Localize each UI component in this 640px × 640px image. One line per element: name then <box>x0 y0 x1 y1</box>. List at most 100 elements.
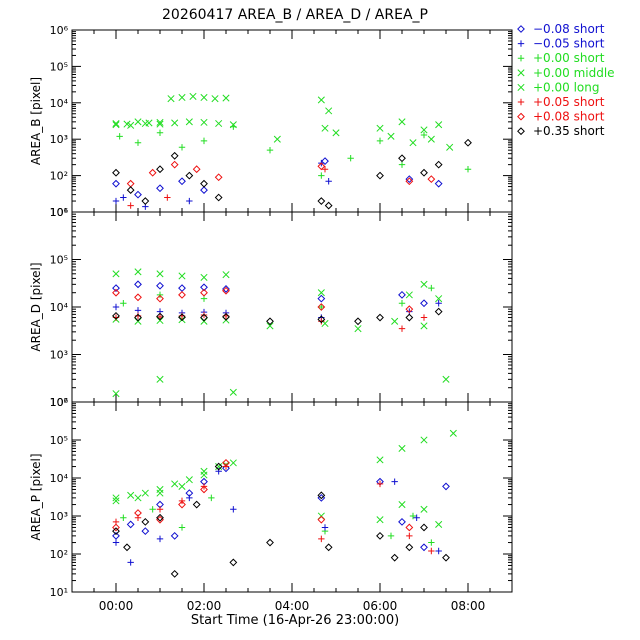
series--0-08-short <box>112 280 428 308</box>
series--0-08-short <box>112 157 443 199</box>
y-tick-label: 10² <box>50 170 68 183</box>
data-point <box>266 322 274 330</box>
series--0-35-short <box>112 462 450 578</box>
data-point <box>398 154 406 163</box>
legend-label: +0.08 short <box>533 110 605 124</box>
data-point <box>156 184 164 193</box>
data-point <box>156 506 164 513</box>
series--0-08-short <box>112 286 414 314</box>
y-axis-label: AREA_P [pixel] <box>29 453 43 540</box>
y-tick-label: 10² <box>50 396 68 409</box>
data-point <box>112 311 120 320</box>
legend-label: +0.00 long <box>533 80 600 94</box>
data-point <box>317 294 326 303</box>
data-point <box>156 270 164 278</box>
data-point <box>192 500 201 509</box>
series--0-00-middle <box>112 429 457 502</box>
data-point <box>442 553 450 562</box>
data-point <box>427 175 436 184</box>
plot-frame <box>71 29 513 213</box>
data-point <box>222 271 230 279</box>
data-point <box>266 538 274 547</box>
data-point <box>442 375 450 383</box>
y-tick-label: 10³ <box>50 133 68 146</box>
data-point <box>435 295 443 303</box>
data-point <box>321 124 329 132</box>
legend-item: +0.00 short <box>517 51 605 65</box>
data-point <box>318 172 325 179</box>
data-point <box>134 139 142 146</box>
data-point <box>222 312 230 321</box>
x-tick-label: 04:00 <box>275 599 310 613</box>
data-point <box>186 494 193 502</box>
data-point <box>156 316 164 325</box>
legend-label: +0.00 middle <box>533 66 615 80</box>
y-axis-label: AREA_D [pixel] <box>29 262 43 351</box>
data-point <box>427 135 435 143</box>
data-point <box>112 121 120 129</box>
data-point <box>134 190 142 199</box>
y-tick-label: 10⁴ <box>50 472 69 485</box>
data-point <box>420 523 428 532</box>
data-point <box>178 482 186 490</box>
data-point <box>434 307 443 316</box>
data-point <box>112 531 120 540</box>
data-point <box>200 467 208 475</box>
data-point <box>391 478 398 485</box>
data-point <box>120 514 127 521</box>
data-point <box>222 464 230 473</box>
data-point <box>178 93 186 102</box>
series--0-00-middle <box>112 268 443 303</box>
data-point <box>167 95 175 103</box>
data-point <box>325 178 332 185</box>
data-point <box>178 284 186 293</box>
data-point <box>178 144 186 151</box>
data-point <box>317 303 326 311</box>
data-point <box>347 155 354 162</box>
data-point <box>156 535 164 543</box>
data-point <box>387 532 395 540</box>
legend-item: +0.00 long <box>517 80 600 94</box>
data-point <box>116 133 123 140</box>
data-point <box>398 118 406 126</box>
data-point <box>222 458 230 467</box>
data-point <box>189 92 197 100</box>
data-point <box>112 303 120 311</box>
data-point <box>434 160 443 169</box>
data-point <box>200 93 208 102</box>
data-point <box>222 285 230 293</box>
data-point <box>141 489 149 497</box>
data-point <box>354 325 362 333</box>
data-point <box>376 456 384 464</box>
data-point <box>398 300 406 307</box>
data-point <box>215 119 223 128</box>
legend-label: +0.05 short <box>533 95 605 109</box>
data-point <box>229 558 238 567</box>
data-point <box>112 527 120 536</box>
data-point <box>318 318 325 325</box>
data-point <box>127 491 135 499</box>
data-point <box>156 513 164 522</box>
data-point <box>134 313 142 322</box>
data-point <box>186 197 193 205</box>
data-point <box>449 429 457 437</box>
data-point <box>376 171 384 180</box>
data-point <box>398 444 406 452</box>
data-point <box>405 291 413 299</box>
data-point <box>317 515 326 524</box>
data-point <box>317 96 325 104</box>
data-point <box>266 317 274 326</box>
data-point <box>156 485 164 493</box>
legend-item: +0.08 short <box>517 110 605 124</box>
panel-2: 10² 10³ 10⁴ 10⁵ 10⁶ AREA_D [pixel] <box>29 206 513 409</box>
data-point <box>112 119 120 128</box>
data-point <box>134 509 142 517</box>
data-point <box>398 501 406 509</box>
series--0-00-long <box>112 461 443 528</box>
data-point <box>376 516 384 524</box>
data-point <box>200 313 208 322</box>
data-point <box>178 313 186 322</box>
data-point <box>420 280 428 288</box>
data-point <box>148 168 157 177</box>
data-point <box>170 160 179 169</box>
